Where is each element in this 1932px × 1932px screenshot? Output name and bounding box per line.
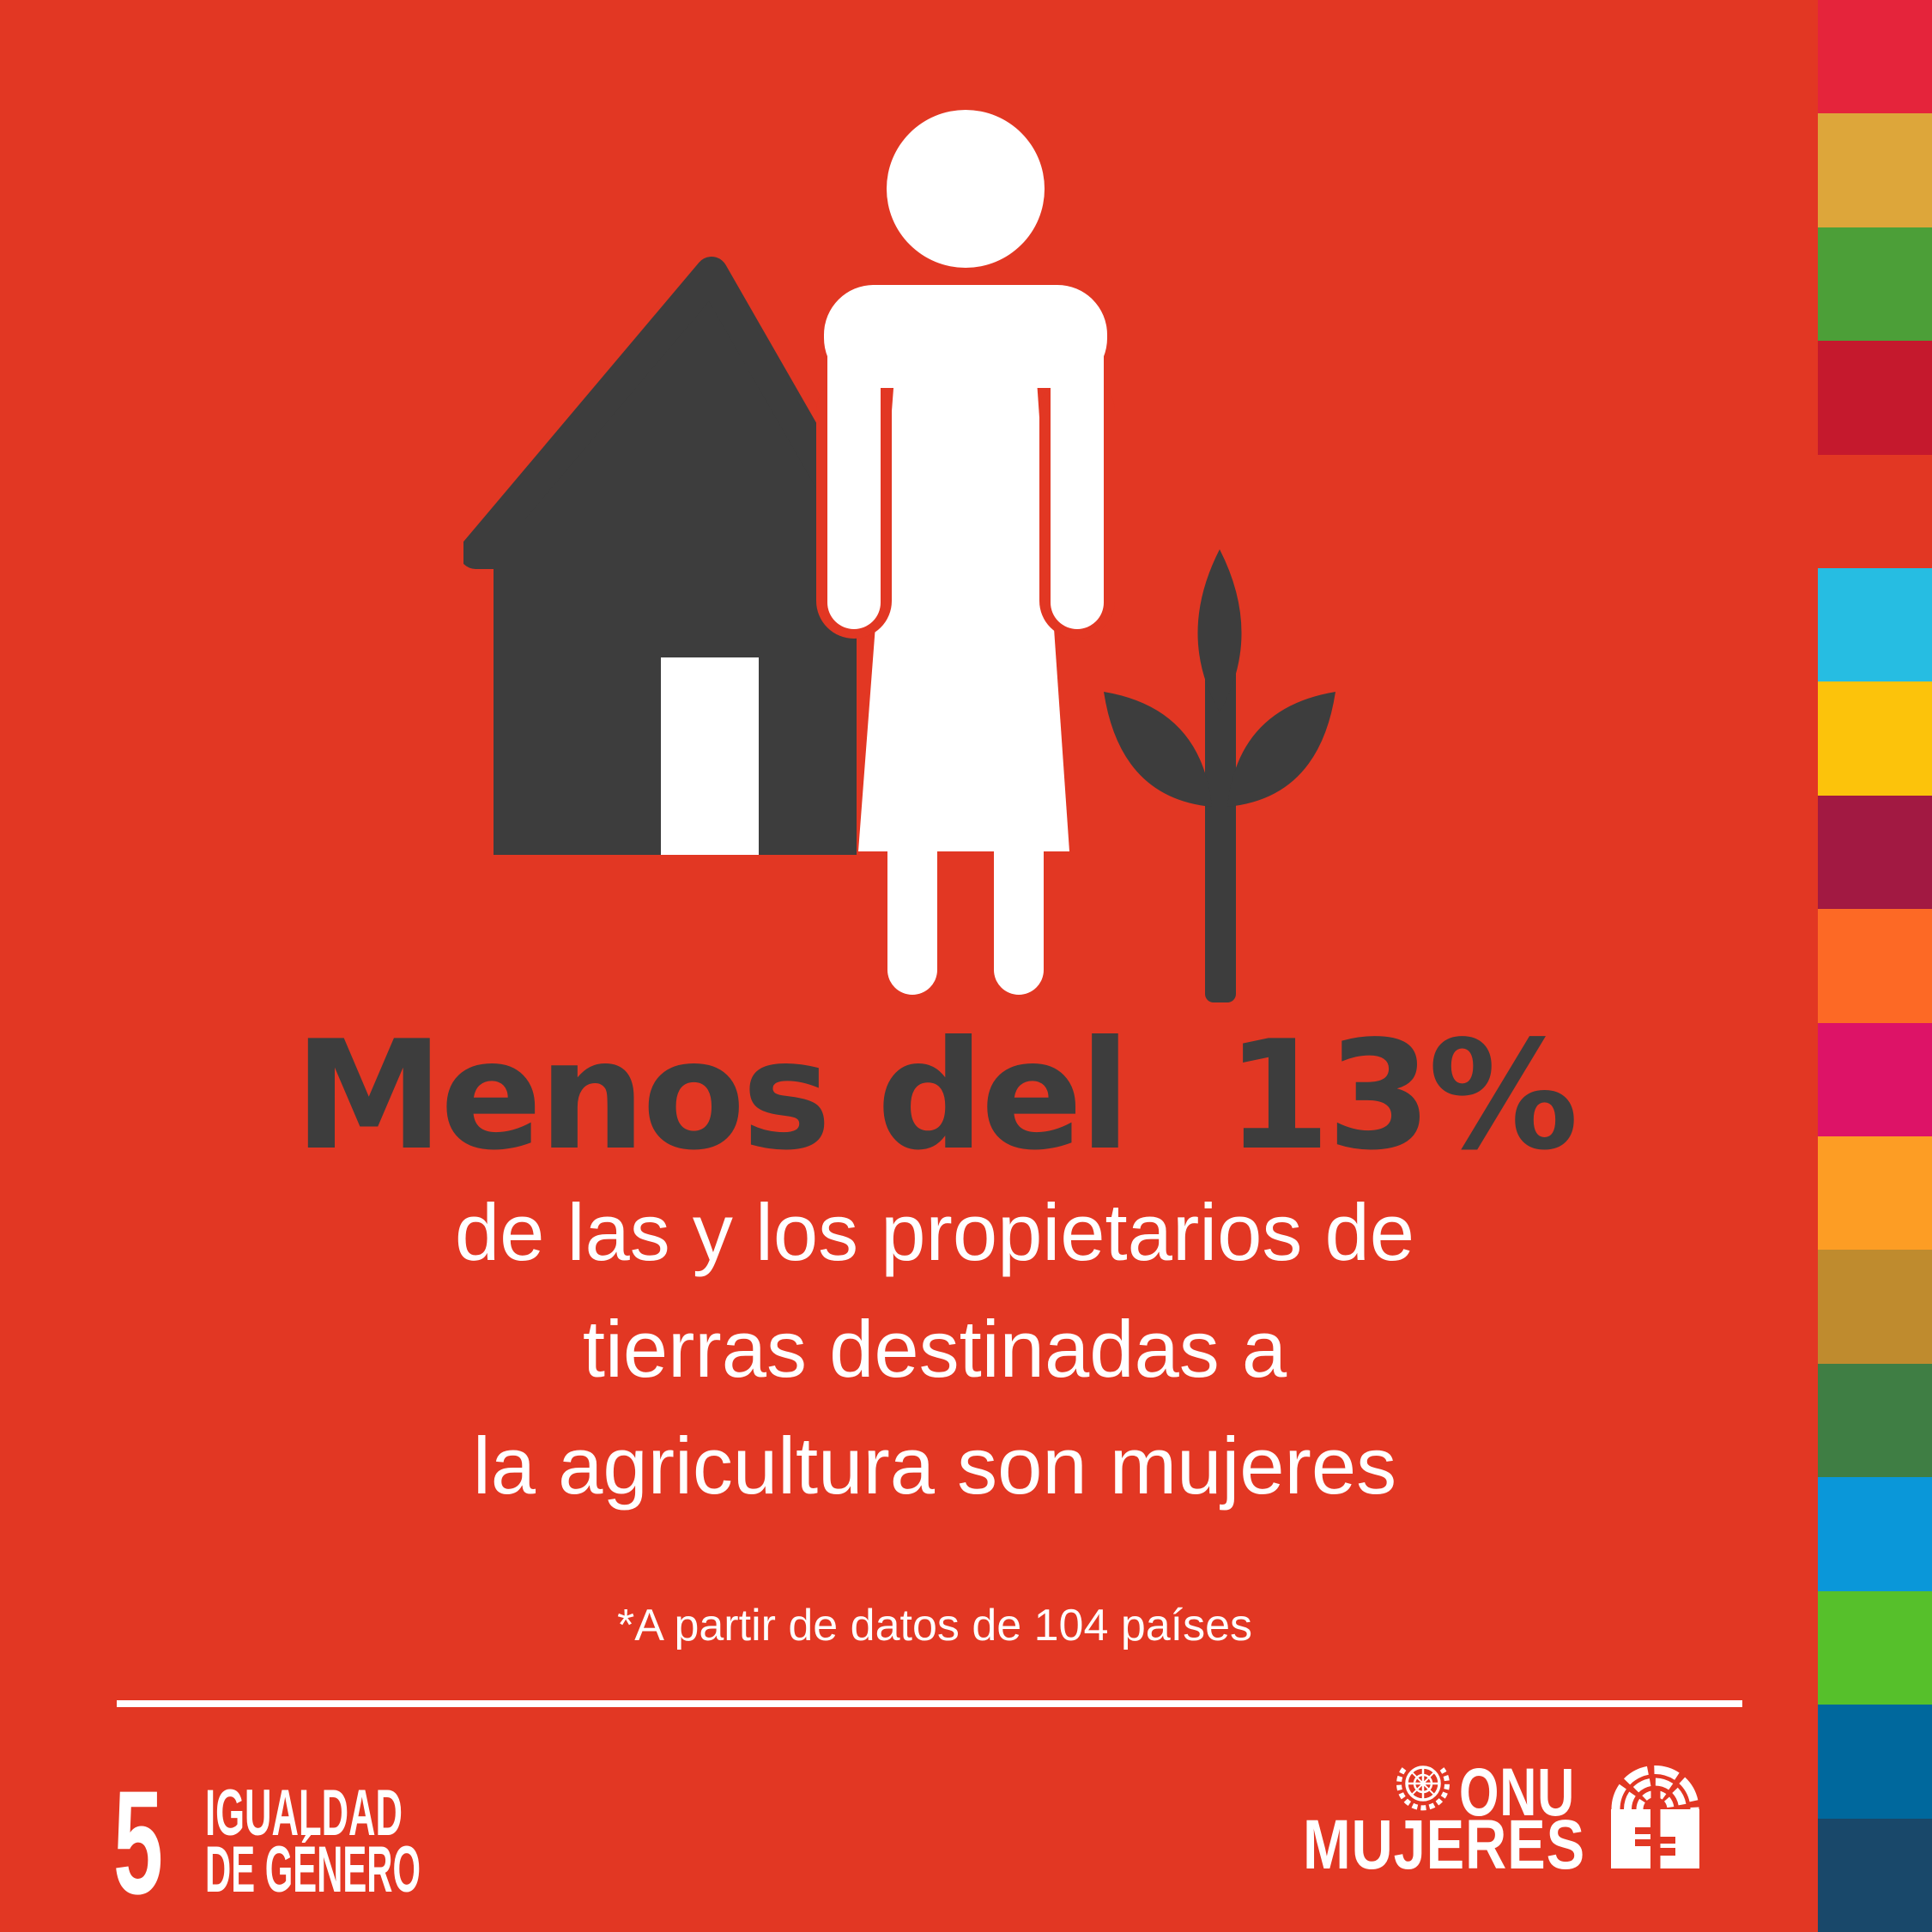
body-line-3: la agricultura son mujeres bbox=[472, 1420, 1397, 1511]
divider-line bbox=[117, 1700, 1742, 1707]
sdg-strip-segment bbox=[1818, 1818, 1932, 1932]
body-paragraph: de las y los propietarios de tierras des… bbox=[26, 1174, 1844, 1524]
sdg-strip-segment bbox=[1818, 1363, 1932, 1478]
body-line-1: de las y los propietarios de bbox=[454, 1187, 1415, 1277]
sdg-strip-segment bbox=[1818, 1477, 1932, 1591]
sdg-strip-segment bbox=[1818, 568, 1932, 682]
brand-line-onu: ONU bbox=[1459, 1753, 1575, 1830]
sdg-strip-segment bbox=[1818, 1705, 1932, 1819]
sdg-strip-segment bbox=[1818, 1590, 1932, 1705]
headline-prefix: Menos del bbox=[294, 1009, 1131, 1184]
land-ownership-illustration bbox=[463, 110, 1335, 1002]
sdg-strip-segment bbox=[1818, 909, 1932, 1023]
sdg-strip-segment bbox=[1818, 681, 1932, 796]
woman-icon bbox=[816, 110, 1115, 995]
sdg-strip-segment bbox=[1818, 341, 1932, 455]
brand-line-mujeres: MUJERES bbox=[1303, 1806, 1585, 1880]
sdg-strip-segment bbox=[1818, 454, 1932, 569]
sdg5-badge: 5 IGUALDAD DE GÉNERO bbox=[113, 1768, 421, 1905]
sdg-goal-title-line2: DE GÉNERO bbox=[205, 1833, 421, 1905]
headline-value: 13% bbox=[1226, 1009, 1578, 1184]
sdg-goal-title-line1: IGUALDAD bbox=[205, 1777, 403, 1850]
plant-icon bbox=[1104, 549, 1335, 1002]
sdg-strip-segment bbox=[1818, 1250, 1932, 1364]
sdg-strip-segment bbox=[1818, 227, 1932, 342]
un-women-symbol-icon bbox=[1611, 1765, 1699, 1868]
house-icon bbox=[463, 257, 888, 855]
sdg-strip-segment bbox=[1818, 1022, 1932, 1137]
un-emblem-icon bbox=[1396, 1765, 1450, 1811]
sdg-strip-segment bbox=[1818, 0, 1932, 114]
sdg-strip-segment bbox=[1818, 113, 1932, 227]
sdg-strip-segment bbox=[1818, 1136, 1932, 1251]
body-line-2: tierras destinadas a bbox=[582, 1304, 1287, 1394]
sdg-goal-number: 5 bbox=[113, 1768, 163, 1905]
onu-mujeres-logo: ONU MUJERES bbox=[1303, 1753, 1699, 1880]
headline: Menos del 13% bbox=[26, 1021, 1844, 1172]
footnote: *A partir de datos de 104 países bbox=[616, 1601, 1253, 1650]
house-door bbox=[661, 657, 759, 855]
sdg-strip-segment bbox=[1818, 795, 1932, 910]
sdg-color-strip bbox=[1818, 0, 1932, 1932]
